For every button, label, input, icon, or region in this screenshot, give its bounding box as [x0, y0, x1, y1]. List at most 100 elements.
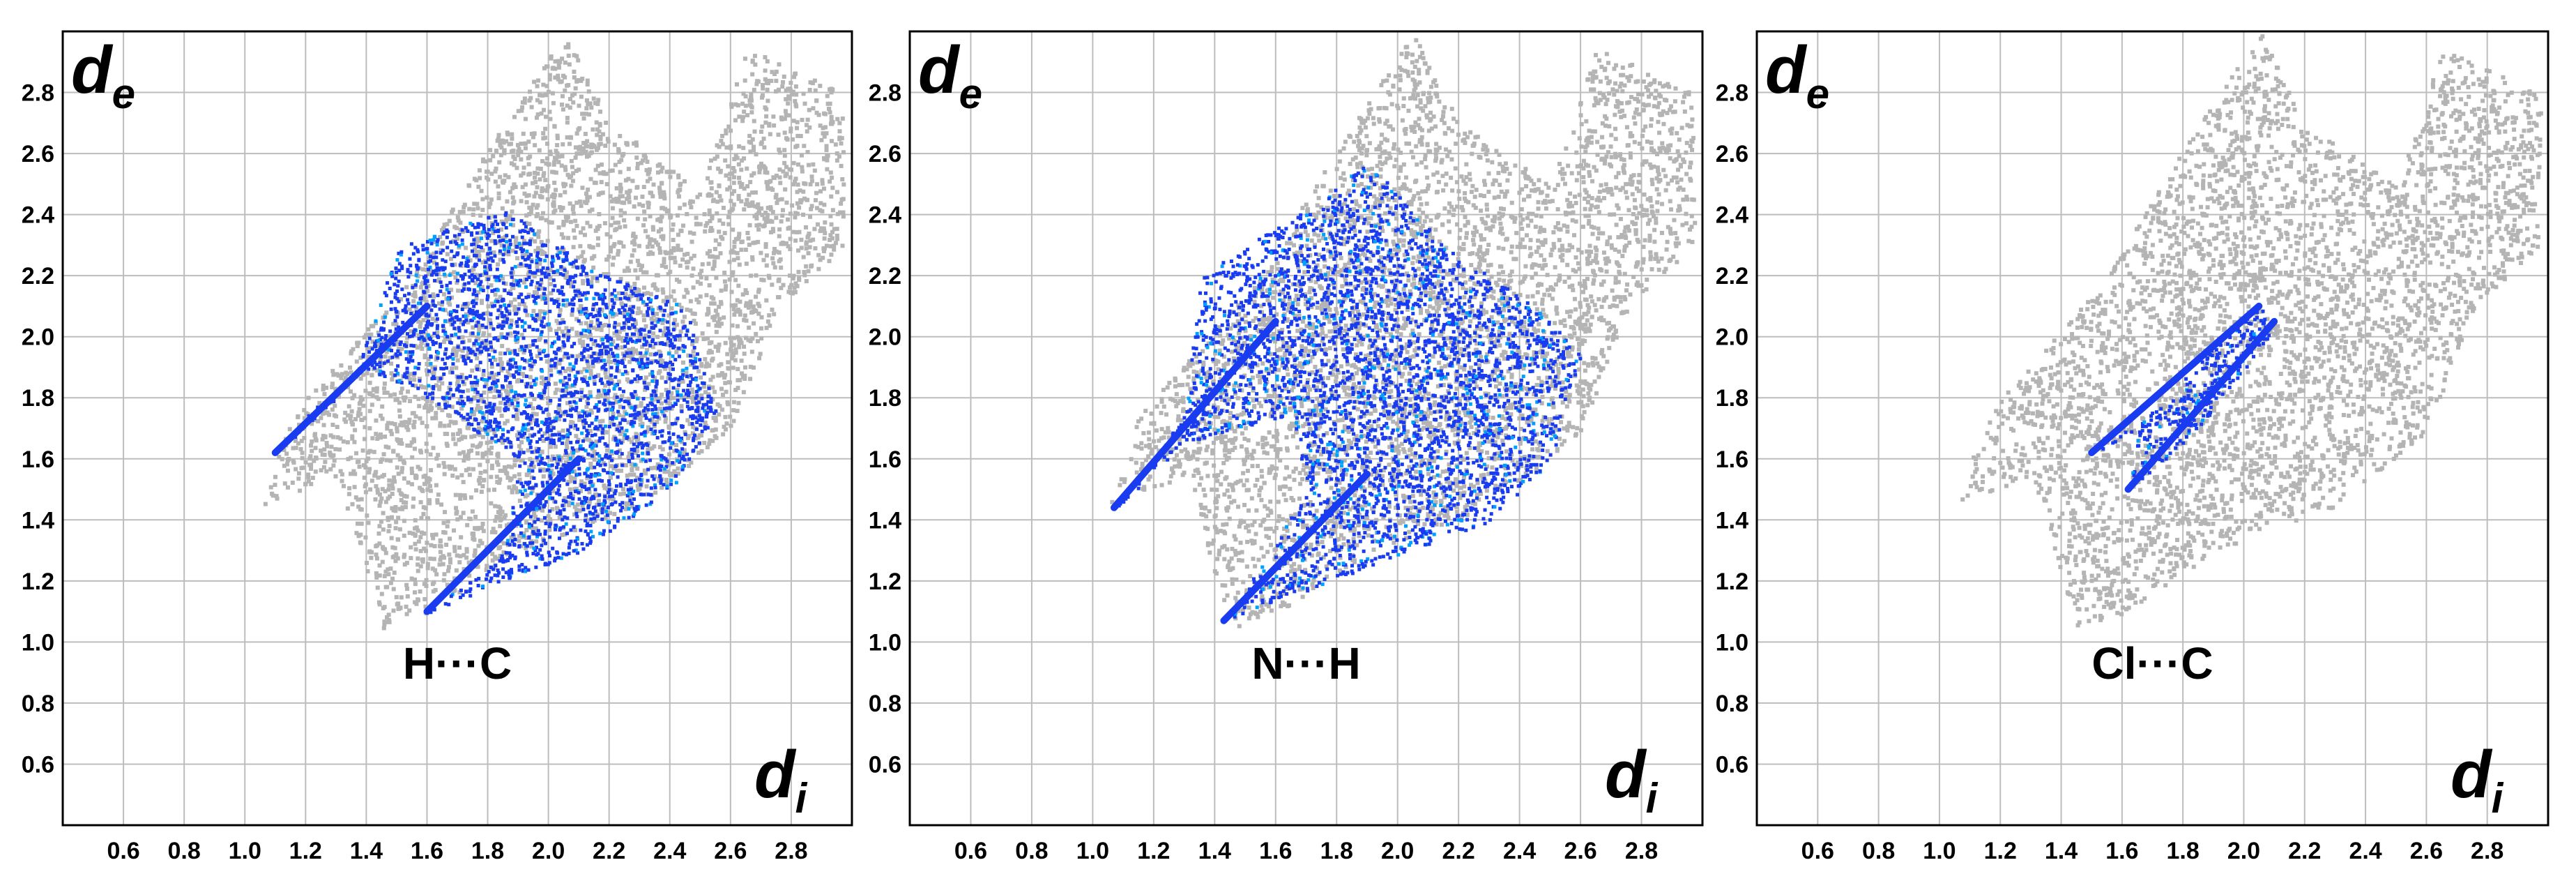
fingerprint-point [307, 456, 312, 461]
fingerprint-point [310, 476, 315, 481]
fingerprint-point [473, 389, 478, 394]
fingerprint-point [569, 368, 574, 372]
fingerprint-point [729, 128, 733, 133]
fingerprint-point [833, 142, 838, 147]
fingerprint-point [390, 486, 395, 491]
contact-point [648, 343, 653, 347]
fingerprint-point [734, 82, 739, 86]
fingerprint-point [650, 416, 655, 421]
fingerprint-point [393, 526, 398, 531]
contact-point [462, 416, 466, 420]
fingerprint-point [324, 385, 329, 390]
contact-point [498, 249, 502, 253]
contact-point [566, 428, 570, 432]
fingerprint-point [548, 327, 553, 332]
fingerprint-point [745, 166, 749, 171]
fingerprint-point [799, 198, 804, 203]
fingerprint-point [671, 246, 676, 250]
fingerprint-point [735, 409, 740, 414]
fingerprint-point [428, 452, 433, 457]
fingerprint-point [604, 182, 609, 187]
fingerprint-point [841, 150, 846, 155]
contact-point [448, 340, 452, 345]
fingerprint-point [549, 458, 554, 462]
fingerprint-point [757, 356, 762, 361]
fingerprint-point [600, 190, 605, 195]
contact-point [588, 523, 593, 527]
fingerprint-point [386, 487, 391, 492]
contact-point [535, 313, 539, 317]
fingerprint-point [441, 226, 446, 231]
fingerprint-point [834, 233, 839, 238]
fingerprint-point [383, 585, 388, 589]
fingerprint-point [409, 482, 414, 487]
fingerprint-point [777, 150, 782, 155]
grid-lines [62, 31, 853, 826]
fingerprint-point [798, 134, 803, 139]
fingerprint-point [363, 535, 368, 540]
fingerprint-point [779, 285, 784, 290]
contact-point [614, 329, 618, 333]
fingerprint-point [660, 287, 665, 292]
fingerprint-point [739, 239, 744, 244]
fingerprint-point [723, 414, 728, 419]
fingerprint-point [583, 333, 588, 338]
fingerprint-point [464, 468, 468, 473]
fingerprint-point [761, 278, 766, 283]
fingerprint-point [446, 300, 451, 305]
fingerprint-point [563, 496, 567, 501]
fingerprint-point [729, 105, 734, 110]
fingerprint-point [664, 477, 669, 482]
fingerprint-point [819, 226, 824, 231]
fingerprint-point [719, 234, 724, 239]
fingerprint-point [584, 106, 589, 111]
fingerprint-point [709, 350, 714, 355]
contact-point [413, 366, 418, 370]
fingerprint-point [661, 236, 666, 241]
fingerprint-point [637, 202, 642, 206]
contact-point [572, 280, 577, 284]
fingerprint-point [618, 213, 623, 218]
fingerprint-point [585, 82, 590, 87]
fingerprint-point [770, 188, 775, 193]
fingerprint-point [427, 256, 432, 261]
fingerprint-point [383, 547, 388, 552]
fingerprint-point [750, 72, 755, 77]
fingerprint-point [708, 249, 712, 254]
fingerprint-point [765, 186, 770, 191]
fingerprint-point [652, 238, 657, 243]
contact-point [703, 425, 707, 429]
fingerprint-point [610, 206, 615, 211]
fingerprint-point [529, 544, 534, 549]
fingerprint-point [751, 305, 756, 310]
fingerprint-point [470, 384, 475, 389]
fingerprint-point [590, 364, 595, 369]
fingerprint-point [430, 370, 435, 375]
fingerprint-point [771, 114, 776, 119]
fingerprint-point [784, 88, 788, 93]
fingerprint-point [350, 396, 355, 400]
fingerprint-point [349, 414, 353, 419]
fingerprint-point [352, 439, 357, 444]
contact-point [540, 481, 544, 485]
fingerprint-point [563, 167, 568, 172]
fingerprint-point [547, 77, 552, 82]
fingerprint-point [434, 572, 439, 577]
fingerprint-point [657, 246, 662, 251]
fingerprint-point [508, 331, 513, 336]
fingerprint-point [528, 457, 533, 462]
fingerprint-point [353, 416, 358, 421]
fingerprint-point [660, 392, 664, 397]
contact-point [510, 266, 515, 271]
fingerprint-point [493, 179, 498, 184]
fingerprint-point [752, 129, 757, 134]
fingerprint-point [382, 391, 387, 396]
fingerprint-point [578, 340, 583, 345]
fingerprint-point [712, 246, 717, 251]
contact-point [620, 452, 624, 456]
fingerprint-point [501, 550, 506, 555]
fingerprint-point [767, 313, 772, 318]
fingerprint-point [577, 418, 582, 423]
fingerprint-point [526, 162, 531, 167]
fingerprint-point [489, 197, 494, 202]
